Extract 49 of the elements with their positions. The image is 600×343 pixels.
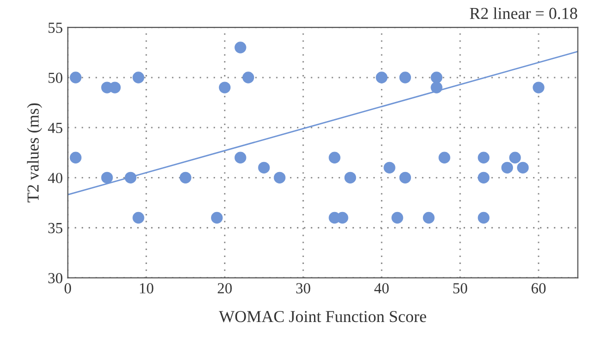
point [109,82,121,94]
point [422,212,435,224]
point [132,72,144,84]
point [234,42,246,54]
point [70,72,82,84]
x-tick-label: 50 [453,283,468,294]
point [517,162,529,174]
x-tick-label: 10 [140,283,154,294]
x-tick-label: 0 [64,283,72,294]
x-tick-label: 20 [218,283,232,294]
y-tick-label: 55 [48,22,62,33]
y-axis-title: T2 values (ms) [26,103,42,202]
x-tick-label: 30 [296,283,310,294]
point [132,212,144,224]
x-axis-title: WOMAC Joint Function Score [218,310,426,322]
point [70,152,82,164]
point [101,172,113,184]
point [501,162,514,174]
point [180,172,192,184]
y-tick-label: 35 [48,222,62,234]
x-tick-label: 60 [532,283,546,294]
x-tick-label: 40 [374,283,389,294]
point [211,212,223,224]
point [478,152,490,164]
point [384,162,396,174]
point [328,152,340,164]
point [242,72,254,84]
text: R2 linear = 0.18 [470,7,578,20]
y-tick-label: 30 [48,272,62,284]
y-tick-label: 45 [48,122,62,134]
point [478,172,490,184]
point [124,172,136,184]
point [274,172,286,184]
point [399,72,412,84]
point [430,72,442,84]
point [532,82,544,94]
point [258,162,270,174]
point [430,82,442,94]
point [391,212,404,224]
point [218,82,231,94]
point [399,172,412,184]
point [509,152,521,164]
y-tick-label: 40 [48,172,62,184]
point [478,212,490,224]
point [344,172,356,184]
point [438,152,450,164]
point [376,72,388,84]
point [234,152,246,164]
y-tick-label: 50 [48,72,62,83]
